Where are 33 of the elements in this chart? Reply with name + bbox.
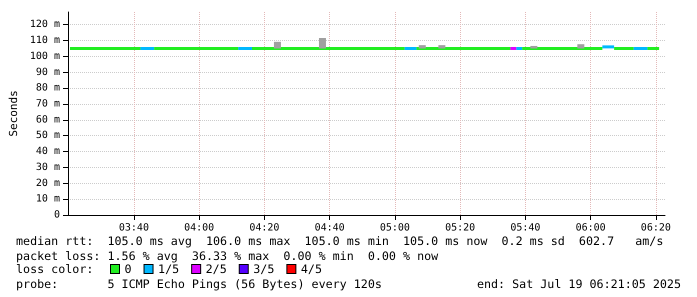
x-tick-label: 06:20 [640, 222, 671, 234]
y-tick-label: 100 m [30, 50, 60, 62]
x-tick-label: 03:40 [118, 222, 149, 234]
y-tick-label: 120 m [30, 19, 60, 30]
y-tick-label: 0 [54, 210, 60, 220]
y-tick-label: 50 m [36, 130, 60, 142]
legend-label: 0 [124, 262, 132, 276]
y-axis-title: Seconds [7, 90, 20, 137]
text: end: Sat Jul 19 06:21:05 2025 [476, 277, 682, 291]
legend-label: 2/5 [206, 262, 227, 276]
x-tick-label: 06:00 [576, 222, 606, 234]
y-tick-label: 60 m [36, 114, 60, 126]
legend-title: loss color: [16, 262, 94, 276]
y-tick-label: 70 m [36, 98, 60, 110]
y-tick-label: 40 m [36, 146, 60, 158]
y-tick-label: 90 m [36, 66, 60, 78]
y-tick-label: 30 m [36, 162, 60, 173]
text: packet loss: 1.56 % avg 36.33 % max 0.00 % min 0.00 % now [16, 249, 440, 263]
x-tick-label: 05:00 [380, 222, 410, 234]
y-tick-label: 80 m [36, 82, 60, 94]
legend-label: 3/5 [253, 262, 274, 276]
legend-label: 4/5 [300, 262, 322, 276]
y-tick-label: 10 m [36, 194, 60, 205]
text: median rtt: 105.0 ms avg 106.0 ms max 105.0 ms min 105.0 ms now 0.2 ms sd 602.7 am/s [16, 234, 664, 248]
x-tick-label: 04:40 [314, 222, 345, 234]
x-tick-label: 05:40 [510, 222, 540, 234]
text: probe: 5 ICMP Echo Pings (56 Bytes) every 120s [16, 277, 382, 291]
legend-label: 1/5 [158, 262, 180, 276]
x-tick-label: 05:20 [445, 222, 476, 234]
y-tick-label: 110 m [30, 35, 60, 46]
x-tick-label: 04:20 [249, 222, 280, 234]
x-tick-label: 04:00 [184, 222, 214, 234]
y-tick-label: 20 m [36, 178, 60, 189]
